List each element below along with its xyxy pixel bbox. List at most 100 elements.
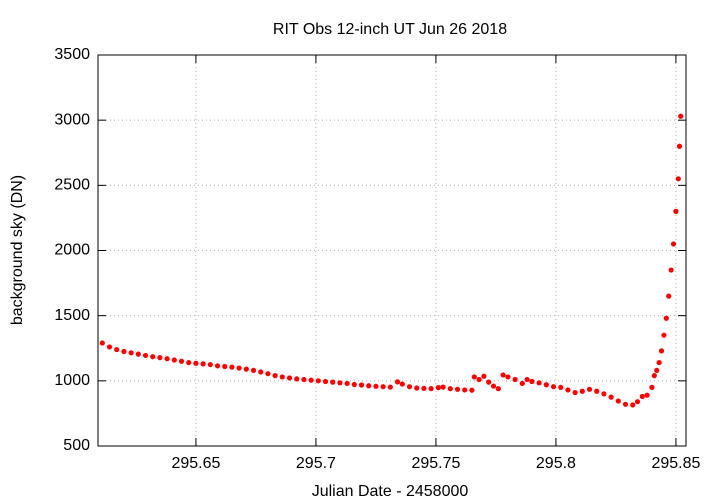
data-point <box>406 384 413 390</box>
data-point <box>615 398 621 404</box>
data-point <box>193 360 199 366</box>
x-tick-label: 295.75 <box>411 455 460 472</box>
data-point <box>654 367 660 374</box>
data-point <box>663 315 669 321</box>
data-point <box>500 372 506 378</box>
data-point <box>675 176 681 182</box>
data-point <box>462 387 468 393</box>
data-point <box>469 387 475 393</box>
data-point <box>495 386 501 392</box>
data-point <box>128 350 134 356</box>
data-point <box>229 364 235 370</box>
data-point <box>265 371 271 377</box>
data-point <box>150 354 156 360</box>
y-tick-label: 1000 <box>54 372 90 389</box>
data-point <box>373 383 379 389</box>
data-point <box>529 378 535 385</box>
data-point <box>447 386 453 392</box>
data-point <box>214 363 221 369</box>
data-point <box>337 380 343 386</box>
data-point <box>178 358 185 364</box>
data-point <box>344 380 350 387</box>
data-point <box>301 376 307 383</box>
data-point <box>394 379 401 385</box>
data-point <box>639 393 645 400</box>
data-point <box>471 374 477 380</box>
data-point <box>106 344 113 350</box>
y-tick-label: 2500 <box>54 177 90 194</box>
data-point <box>435 385 441 391</box>
x-axis-label: Julian Date - 2458000 <box>312 483 469 500</box>
data-point <box>558 384 564 390</box>
data-point <box>200 361 206 367</box>
y-tick-label: 3500 <box>54 46 90 63</box>
data-point <box>656 359 662 366</box>
y-tick-label: 3000 <box>54 111 90 128</box>
data-point <box>351 381 357 388</box>
data-point <box>586 386 593 392</box>
data-point <box>666 293 672 299</box>
data-point <box>358 382 365 388</box>
data-point <box>114 346 120 353</box>
plot-border <box>97 54 687 447</box>
chart-title: RIT Obs 12-inch UT Jun 26 2018 <box>273 21 507 38</box>
data-point <box>315 378 321 384</box>
data-point <box>366 383 372 389</box>
data-point <box>99 340 105 346</box>
x-tick-label: 295.65 <box>171 455 220 472</box>
data-point <box>142 352 149 359</box>
data-point <box>651 373 657 379</box>
y-tick-label: 2000 <box>54 242 90 259</box>
y-tick-label: 1500 <box>54 307 90 324</box>
data-point <box>512 376 518 383</box>
data-point <box>608 394 614 400</box>
data-point <box>490 383 497 389</box>
data-point <box>481 373 487 379</box>
data-point <box>670 241 677 247</box>
data-point <box>476 376 482 383</box>
y-tick-label: 500 <box>63 437 90 454</box>
y-axis-label: background sky (DN) <box>9 175 26 325</box>
data-point <box>207 361 213 368</box>
data-point <box>258 369 264 375</box>
data-point <box>565 387 571 393</box>
data-point <box>634 399 641 405</box>
x-tick-label: 295.7 <box>296 455 336 472</box>
data-point <box>308 377 314 383</box>
data-point <box>524 376 530 383</box>
data-point <box>454 386 461 392</box>
data-point <box>250 367 257 374</box>
data-point <box>649 384 655 390</box>
data-point <box>505 374 511 380</box>
data-point <box>387 384 393 390</box>
data-point <box>661 332 667 338</box>
data-point <box>644 392 650 398</box>
data-point <box>222 363 228 370</box>
data-point <box>380 384 386 390</box>
data-point <box>236 365 242 371</box>
data-point <box>572 389 578 396</box>
data-point <box>414 385 420 391</box>
data-point <box>135 351 141 357</box>
data-point <box>678 113 684 119</box>
data-point <box>272 373 278 379</box>
data-point <box>486 379 492 385</box>
data-point <box>630 402 636 408</box>
data-point <box>399 381 405 387</box>
data-point <box>668 267 674 273</box>
data-point <box>519 380 525 387</box>
x-tick-label: 295.8 <box>536 455 576 472</box>
data-point <box>440 384 446 390</box>
data-point <box>121 348 127 355</box>
data-point <box>330 379 336 385</box>
data-point <box>286 375 293 381</box>
data-point <box>294 376 300 382</box>
data-point <box>243 366 249 372</box>
data-point <box>421 385 427 391</box>
data-point <box>601 391 607 397</box>
data-point <box>322 378 329 385</box>
x-tick-label: 295.85 <box>651 455 700 472</box>
data-point <box>676 143 683 149</box>
data-point <box>543 382 549 388</box>
